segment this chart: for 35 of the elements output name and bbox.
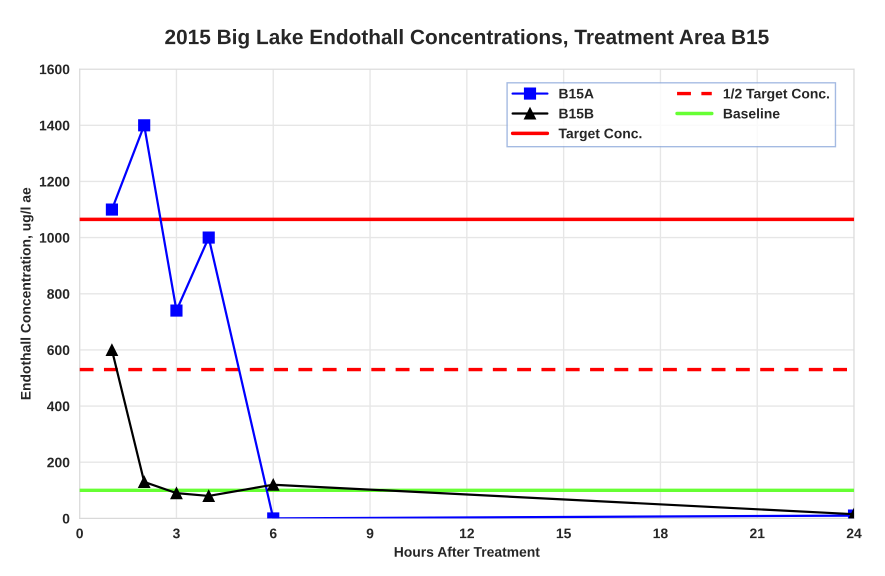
point — [106, 344, 118, 356]
x-tick-label: 18 — [654, 528, 668, 538]
x-tick-label: 6 — [270, 528, 277, 538]
legend-label: Target Conc. — [558, 128, 642, 142]
point — [170, 304, 183, 317]
y-tick-label: 1200 — [40, 176, 70, 187]
x-tick-label: 3 — [172, 528, 180, 538]
legend-label: 1/2 Target Conc. — [724, 88, 829, 102]
y-axis-title: Endothall Concentration, ug/l ae — [20, 188, 34, 400]
x-tick-label: 9 — [366, 528, 374, 538]
point — [267, 478, 280, 491]
x-axis-title: Hours After Treatment — [394, 546, 540, 557]
y-tick-label: 1000 — [40, 232, 70, 243]
point — [170, 487, 183, 500]
point — [202, 232, 215, 244]
point — [138, 119, 150, 132]
y-tick-label: 0 — [62, 514, 70, 524]
point — [202, 490, 215, 502]
y-tick-label: 400 — [46, 401, 70, 412]
point — [106, 203, 118, 216]
legend-label: B15A — [559, 88, 594, 99]
y-tick-label: 1400 — [40, 120, 70, 130]
x-tick-label: 15 — [556, 528, 571, 538]
y-tick-label: 800 — [47, 289, 70, 299]
chart-title: 2015 Big Lake Endothall Concentrations, Treatment Area B15 — [165, 29, 769, 49]
y-tick-label: 200 — [47, 458, 70, 468]
legend-label: B15B — [559, 108, 594, 118]
x-tick-label: 0 — [76, 528, 83, 538]
y-tick-label: 600 — [47, 345, 70, 356]
point — [138, 476, 150, 488]
x-tick-label: 24 — [846, 528, 862, 538]
x-tick-label: 12 — [460, 528, 474, 538]
y-tick-label: 1600 — [40, 64, 70, 74]
x-tick-label: 21 — [750, 528, 765, 538]
legend-label: Baseline — [724, 108, 780, 119]
